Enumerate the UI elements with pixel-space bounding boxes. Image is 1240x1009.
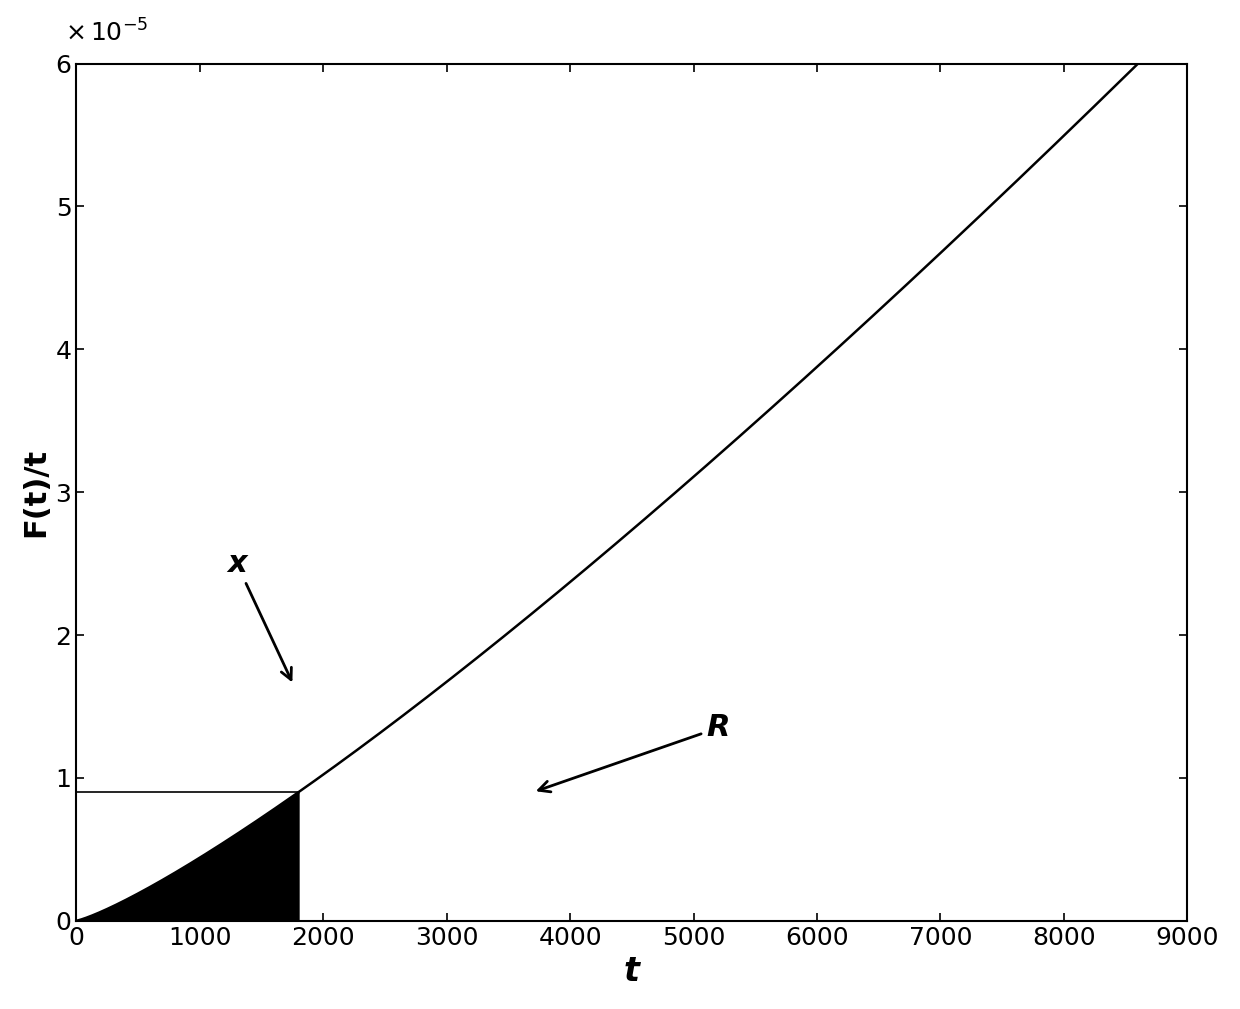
Text: x: x (227, 549, 291, 680)
X-axis label: t: t (624, 956, 640, 988)
Text: $\times\,10^{-5}$: $\times\,10^{-5}$ (66, 19, 149, 46)
Text: R: R (538, 713, 730, 792)
Y-axis label: F(t)/t: F(t)/t (21, 448, 50, 537)
